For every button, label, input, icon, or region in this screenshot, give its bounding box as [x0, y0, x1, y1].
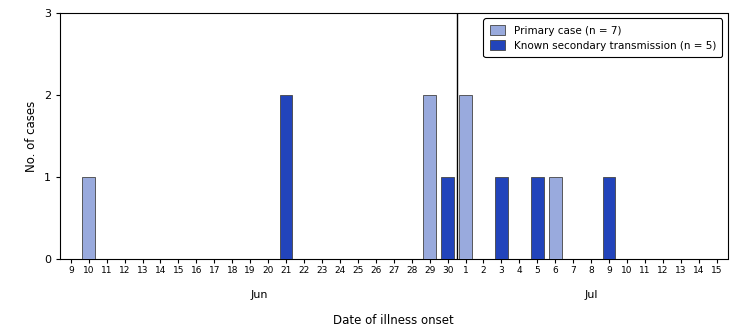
Bar	[441, 177, 454, 259]
Bar	[603, 177, 615, 259]
Text: Jul: Jul	[584, 290, 598, 299]
Legend: Primary case (n = 7), Known secondary transmission (n = 5): Primary case (n = 7), Known secondary tr…	[484, 19, 722, 57]
Bar	[82, 177, 95, 259]
Bar	[549, 177, 562, 259]
Bar	[459, 95, 472, 259]
Text: Jun: Jun	[251, 290, 268, 299]
Y-axis label: No. of cases: No. of cases	[26, 101, 38, 172]
X-axis label: Date of illness onset: Date of illness onset	[333, 314, 454, 327]
Bar	[280, 95, 292, 259]
Bar	[423, 95, 436, 259]
Bar	[531, 177, 544, 259]
Bar	[495, 177, 508, 259]
